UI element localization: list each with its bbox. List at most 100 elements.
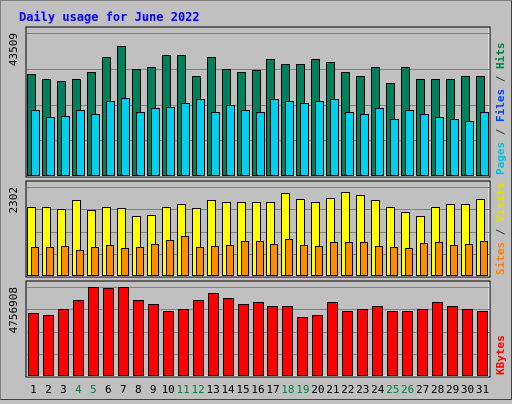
x-tick-label: 7 [120,383,127,396]
bar-sites-day-9 [151,244,159,276]
bar-kbytes-day-1 [28,313,39,376]
bar-sites-day-3 [61,246,69,276]
bar-sites-day-29 [450,245,458,276]
bar-kbytes-day-27 [417,309,428,376]
bar-pages-day-28 [435,117,444,176]
x-tick-label: 21 [326,383,339,396]
chart-panels: 43509 Pages / Files / Hits 2302 Sites / Vis… [7,26,507,378]
bar-sites-day-11 [181,236,189,276]
bar-kbytes-day-26 [402,311,413,376]
bar-pages-day-3 [61,116,70,176]
bar-sites-day-8 [136,247,144,276]
bar-kbytes-day-12 [193,300,204,376]
x-tick-label: 17 [266,383,279,396]
series-kbytes [28,287,488,376]
panel-visits-sites: 2302 Sites / Visits [7,180,507,278]
legend-kbytes-label: KBytes [494,335,507,375]
x-tick-label: 16 [251,383,264,396]
bar-pages-day-24 [375,108,384,176]
bar-pages-day-4 [76,110,85,176]
bar-pages-day-22 [345,112,354,176]
x-tick-label: 26 [401,383,414,396]
bar-sites-day-13 [211,246,219,276]
bar-pages-day-26 [405,110,414,176]
bar-sites-day-26 [405,248,413,276]
x-tick-label: 2 [45,383,52,396]
bar-sites-day-23 [360,242,368,276]
bar-pages-day-10 [166,107,175,176]
x-tick-label: 27 [416,383,429,396]
panel-max-label: 4756908 [7,287,20,333]
bar-sites-day-16 [256,241,264,276]
x-tick-label: 10 [162,383,175,396]
x-tick-label: 12 [192,383,205,396]
bar-pages-day-25 [390,119,399,176]
bar-kbytes-day-4 [73,300,84,376]
bar-sites-day-12 [196,247,204,276]
bar-sites-day-18 [285,239,293,276]
bar-kbytes-day-20 [312,315,323,376]
bar-pages-day-9 [151,108,160,176]
bar-kbytes-day-23 [357,309,368,376]
bar-pages-day-6 [106,101,115,176]
bar-pages-day-11 [181,103,190,176]
legend-sites-label: Sites [494,242,507,275]
legend-pages-label: Pages [494,142,507,175]
bar-sites-day-1 [31,247,39,276]
panel-max-label: 2302 [7,187,20,214]
panel-legend: KBytes [494,335,507,375]
bar-sites-day-4 [76,250,84,276]
x-tick-label: 28 [431,383,444,396]
x-tick-label: 14 [221,383,235,396]
x-tick-label: 30 [461,383,474,396]
bar-sites-day-31 [480,241,488,276]
bar-pages-day-14 [226,105,235,176]
bar-kbytes-day-17 [267,306,278,376]
legend-visits-label: Visits [494,182,507,222]
series-pages [31,98,489,176]
bar-sites-day-21 [330,242,338,276]
bar-pages-day-19 [300,103,309,176]
bar-pages-day-29 [450,119,459,176]
bar-kbytes-day-21 [327,302,338,376]
bar-kbytes-day-19 [297,317,308,376]
x-tick-label: 15 [236,383,249,396]
bar-kbytes-day-31 [477,311,488,376]
bar-pages-day-27 [420,114,429,176]
bar-pages-day-13 [211,112,220,176]
bar-sites-day-6 [106,245,114,276]
x-tick-label: 4 [75,383,82,396]
bar-kbytes-day-9 [148,304,159,376]
bar-sites-day-19 [300,245,308,276]
x-tick-label: 18 [281,383,294,396]
bar-sites-day-10 [166,240,174,276]
bar-sites-day-30 [465,244,473,276]
x-tick-label: 31 [476,383,489,396]
x-tick-label: 25 [386,383,399,396]
bar-sites-day-15 [241,241,249,276]
bar-pages-day-17 [270,99,279,176]
bar-kbytes-day-15 [238,304,249,376]
bar-kbytes-day-8 [133,300,144,376]
x-tick-label: 19 [296,383,309,396]
x-tick-label: 5 [90,383,97,396]
bar-pages-day-2 [46,117,55,176]
bar-pages-day-7 [121,98,130,176]
bar-kbytes-day-11 [178,309,189,376]
bar-sites-day-14 [226,245,234,276]
legend-files-label: Files [494,89,507,122]
bar-kbytes-day-10 [163,311,174,376]
chart-title: Daily usage for June 2022 [19,10,200,24]
x-tick-label: 22 [341,383,354,396]
bar-pages-day-23 [360,114,369,176]
panel-legend: Pages / Files / Hits [494,43,507,176]
bar-sites-day-2 [46,247,54,276]
bar-sites-day-24 [375,246,383,276]
legend-hits-label: Hits [494,43,507,70]
bar-sites-day-28 [435,242,443,276]
bar-sites-day-5 [91,247,99,276]
bar-kbytes-day-25 [387,311,398,376]
bar-pages-day-15 [241,110,250,176]
bar-pages-day-16 [256,112,265,176]
